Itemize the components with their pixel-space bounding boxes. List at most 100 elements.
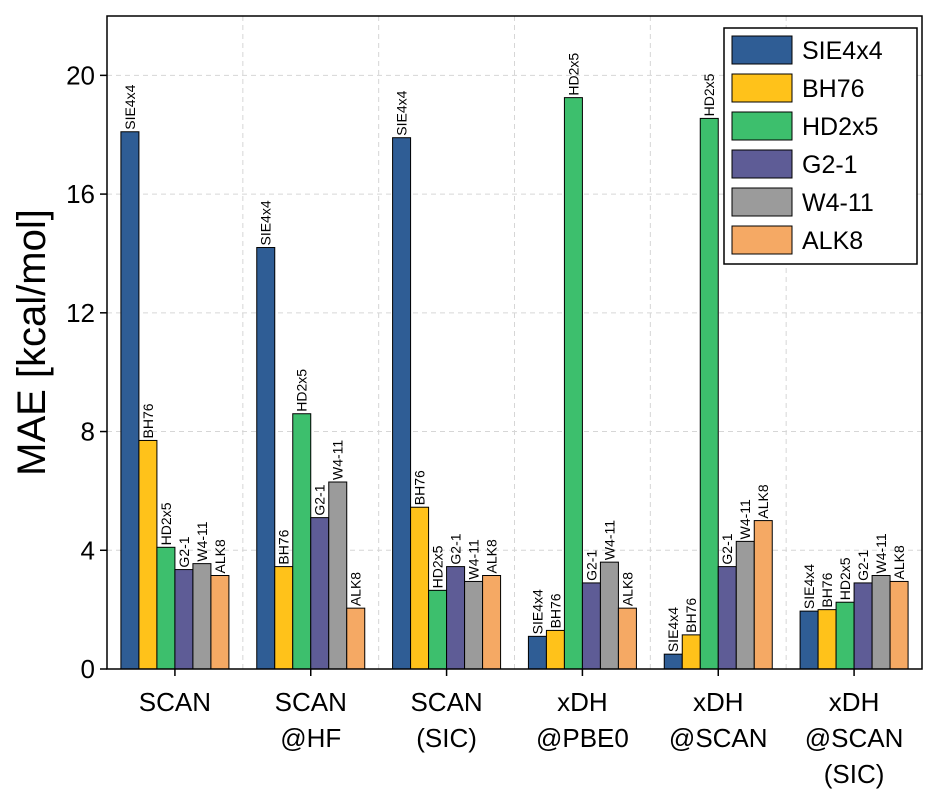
bar-data-label: HD2x5 [158,502,174,545]
bar-g2-1 [174,569,194,670]
bar-data-label: HD2x5 [565,53,581,96]
y-tick-label: 8 [81,417,95,447]
bar-hd2x5 [563,97,583,670]
legend-box [723,27,918,265]
bar-hd2x5 [699,117,719,670]
bar-data-label: W4-11 [466,539,482,579]
bar-data-label: G2-1 [448,533,464,564]
x-tick-label: (SIC) [824,759,885,789]
x-tick-label: @SCAN [805,723,904,753]
bar-alk8 [346,607,366,670]
bar-data-label: SIE4x4 [394,90,410,135]
bar-data-label: HD2x5 [701,73,717,116]
legend-swatch-w4-11 [731,187,793,217]
bar-bh76 [410,506,430,670]
legend-label: G2-1 [802,151,858,179]
bar-data-label: W4-11 [601,520,617,560]
bar-data-label: ALK8 [348,572,364,606]
bar-sie4x4 [663,653,683,670]
y-tick-label: 16 [66,179,95,209]
bar-data-label: HD2x5 [837,557,853,600]
legend-label: ALK8 [802,227,863,255]
x-tick-label: SCAN [410,687,482,717]
bar-data-label: ALK8 [619,572,635,606]
bar-hd2x5 [292,413,312,670]
bar-w4-11 [192,563,212,670]
bar-data-label: HD2x5 [294,369,310,412]
bar-data-label: HD2x5 [430,545,446,588]
bar-alk8 [753,520,773,670]
bar-g2-1 [310,517,330,670]
bar-alk8 [617,607,637,670]
x-tick-label: xDH [693,687,744,717]
legend-swatch-hd2x5 [731,111,793,141]
bar-data-label: BH76 [819,572,835,607]
bar-data-label: SIE4x4 [665,607,681,652]
legend-swatch-bh76 [731,73,793,103]
bar-data-label: SIE4x4 [529,589,545,634]
bar-hd2x5 [156,546,176,670]
bar-data-label: ALK8 [755,484,771,518]
bar-bh76 [274,566,294,670]
bar-data-label: SIE4x4 [801,564,817,609]
bar-g2-1 [853,582,873,670]
x-tick-label: SCAN [275,687,347,717]
y-tick-label: 0 [81,654,95,684]
legend-label: BH76 [802,75,865,103]
bar-w4-11 [735,540,755,670]
legend-swatch-g2-1 [731,149,793,179]
x-tick-label: xDH [829,687,880,717]
bar-bh76 [545,629,565,670]
bar-w4-11 [599,561,619,670]
bar-bh76 [817,609,837,670]
bar-data-label: ALK8 [212,539,228,573]
bar-bh76 [681,634,701,670]
bar-bh76 [138,439,158,670]
bar-data-label: SIE4x4 [258,200,274,245]
bar-data-label: G2-1 [583,550,599,581]
bar-data-label: BH76 [276,529,292,564]
legend-label: SIE4x4 [802,37,883,65]
bar-sie4x4 [527,635,547,670]
bar-w4-11 [464,580,484,670]
bar-data-label: G2-1 [855,550,871,581]
bar-data-label: SIE4x4 [122,84,138,129]
y-axis-label: MAE [kcal/mol] [10,209,54,476]
bar-data-label: G2-1 [176,536,192,567]
bar-sie4x4 [120,131,140,670]
bar-hd2x5 [835,601,855,670]
bar-g2-1 [446,566,466,670]
legend-label: W4-11 [802,189,874,217]
bar-alk8 [889,580,909,670]
x-tick-label: SCAN [139,687,211,717]
y-tick-label: 20 [66,60,95,90]
bar-sie4x4 [392,137,412,670]
bar-data-label: ALK8 [484,539,500,573]
legend-swatch-alk8 [731,225,793,255]
x-tick-label: @HF [280,723,341,753]
bar-data-label: BH76 [683,598,699,633]
bar-data-label: G2-1 [719,533,735,564]
bar-data-label: W4-11 [873,533,889,573]
bar-data-label: BH76 [412,470,428,505]
bar-w4-11 [328,481,348,670]
bar-data-label: ALK8 [891,545,907,579]
bar-alk8 [210,575,230,670]
bar-hd2x5 [428,589,448,670]
plot-frame [106,15,923,670]
bar-alk8 [482,575,502,670]
bar-data-label: G2-1 [312,484,328,515]
x-tick-label: @PBE0 [536,723,629,753]
x-tick-label: (SIC) [416,723,477,753]
legend-swatch-sie4x4 [731,35,793,65]
bar-data-label: BH76 [547,593,563,628]
bar-data-label: W4-11 [330,440,346,480]
bar-data-label: BH76 [140,403,156,438]
bar-g2-1 [581,582,601,670]
y-tick-label: 12 [66,298,95,328]
bar-w4-11 [871,575,891,670]
legend-label: HD2x5 [802,113,878,141]
x-tick-label: @SCAN [669,723,768,753]
